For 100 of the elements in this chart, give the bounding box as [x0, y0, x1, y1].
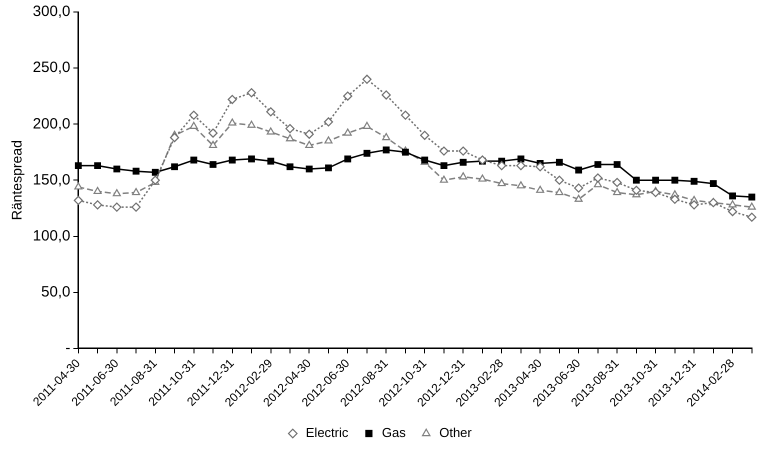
point	[536, 162, 545, 172]
point	[228, 156, 236, 164]
point	[208, 128, 218, 138]
point	[729, 192, 736, 200]
y-axis-title: Räntespread	[8, 140, 24, 220]
point	[748, 202, 756, 210]
point	[382, 90, 391, 100]
point	[362, 122, 372, 129]
point	[478, 174, 486, 182]
point	[92, 200, 102, 210]
point	[325, 164, 332, 172]
point	[459, 172, 468, 180]
point	[652, 176, 660, 184]
point	[517, 155, 524, 162]
point	[152, 168, 159, 176]
point	[247, 120, 256, 128]
point	[246, 88, 256, 98]
point	[305, 140, 314, 148]
point	[420, 130, 430, 140]
point	[94, 162, 102, 170]
point	[458, 146, 468, 156]
point	[574, 183, 584, 193]
point	[613, 188, 622, 196]
point	[74, 162, 82, 170]
point	[689, 200, 699, 210]
point	[267, 158, 274, 165]
point	[594, 161, 602, 168]
point	[210, 161, 216, 168]
point	[285, 124, 295, 134]
point	[208, 140, 218, 148]
legend-label: Other	[439, 425, 472, 440]
point	[190, 156, 198, 164]
point	[266, 107, 276, 116]
point	[460, 158, 467, 166]
point	[362, 74, 372, 84]
point	[112, 189, 121, 196]
point	[112, 202, 122, 212]
point	[574, 194, 583, 202]
point	[612, 178, 622, 188]
point	[670, 194, 680, 204]
point	[402, 148, 409, 156]
point	[690, 178, 698, 185]
point	[554, 176, 564, 185]
legend-label: Electric	[306, 425, 349, 440]
point	[344, 155, 352, 162]
point	[747, 212, 756, 222]
point	[286, 163, 294, 170]
point	[228, 118, 236, 126]
y-tick-label: 150,0	[32, 171, 70, 188]
point	[266, 127, 275, 135]
point	[228, 94, 237, 104]
point	[364, 150, 370, 157]
y-tick-label: 50,0	[41, 283, 70, 300]
point	[382, 146, 390, 154]
y-tick-label: 100,0	[32, 227, 70, 244]
point	[74, 196, 83, 205]
point	[478, 155, 488, 165]
point	[439, 146, 449, 156]
legend-label: Gas	[382, 425, 406, 440]
point	[632, 186, 641, 195]
point	[324, 136, 333, 144]
point	[497, 161, 506, 170]
point	[189, 110, 198, 120]
y-tick-label: 200,0	[32, 115, 70, 132]
point	[171, 163, 178, 170]
point	[498, 178, 506, 186]
point	[382, 132, 390, 140]
point	[556, 158, 563, 166]
point	[728, 200, 737, 208]
point	[248, 155, 255, 162]
y-tick-label: 300,0	[32, 3, 70, 20]
point	[671, 176, 678, 184]
point	[516, 161, 526, 170]
point	[614, 161, 621, 168]
point	[344, 128, 352, 136]
point	[306, 166, 313, 172]
point	[440, 162, 448, 170]
point	[575, 166, 582, 174]
point	[94, 186, 102, 194]
point	[190, 122, 198, 129]
point	[555, 188, 564, 196]
point	[651, 188, 660, 198]
point	[170, 132, 180, 142]
point	[113, 166, 120, 172]
point	[131, 202, 141, 212]
point	[632, 176, 640, 184]
point	[593, 173, 602, 183]
point	[286, 134, 294, 142]
point	[728, 207, 738, 216]
point	[343, 92, 352, 101]
y-tick-label: -	[65, 340, 70, 357]
point	[440, 176, 448, 183]
y-tick-label: 250,0	[32, 59, 70, 76]
point	[516, 181, 525, 188]
point	[304, 130, 314, 139]
point	[748, 194, 756, 200]
point	[536, 186, 544, 193]
point	[710, 180, 717, 187]
point	[132, 168, 140, 175]
point	[324, 117, 334, 126]
